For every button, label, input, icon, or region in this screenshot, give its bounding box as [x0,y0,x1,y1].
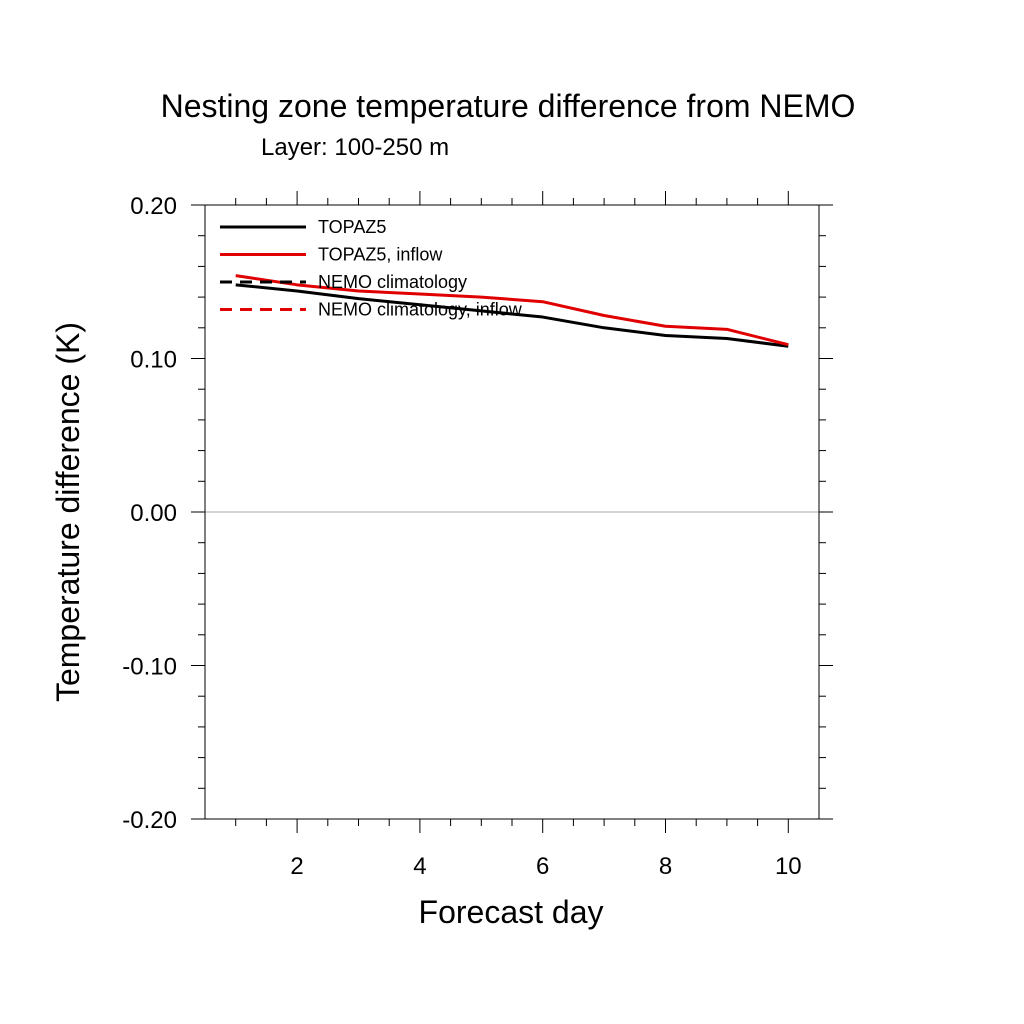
legend-label: TOPAZ5 [318,217,386,237]
series-layer [205,274,819,513]
ticks-layer: -0.20 -0.10 0.00 0.10 0.20 2 4 6 8 10 [122,191,833,880]
x-axis-label: Forecast day [419,894,604,930]
y-tick-label: 0.20 [130,193,177,220]
x-tick-label: 6 [536,853,549,880]
legend-label: NEMO climatology [318,272,467,292]
y-tick-label: 0.10 [130,347,177,374]
legend-item: TOPAZ5, inflow [220,245,443,265]
legend-label: TOPAZ5, inflow [318,245,443,265]
legend-item: TOPAZ5 [220,217,386,237]
x-tick-label: 10 [775,853,802,880]
y-tick-label: -0.10 [122,654,177,681]
chart-title: Nesting zone temperature difference from… [160,88,856,124]
series-line-1 [235,274,789,347]
series-line-0 [235,283,789,348]
x-tick-label: 2 [290,853,303,880]
chart-subtitle: Layer: 100-250 m [261,134,450,161]
y-axis-label: Temperature difference (K) [50,322,86,702]
legend-item: NEMO climatology, inflow [220,300,523,320]
y-tick-label: -0.20 [122,807,177,834]
x-tick-label: 8 [659,853,672,880]
y-tick-label: 0.00 [130,500,177,527]
legend: TOPAZ5 TOPAZ5, inflow NEMO climatology NEMO… [220,217,523,320]
legend-label: NEMO climatology, inflow [318,300,523,320]
legend-item: NEMO climatology [220,272,467,292]
x-tick-label: 4 [413,853,426,880]
